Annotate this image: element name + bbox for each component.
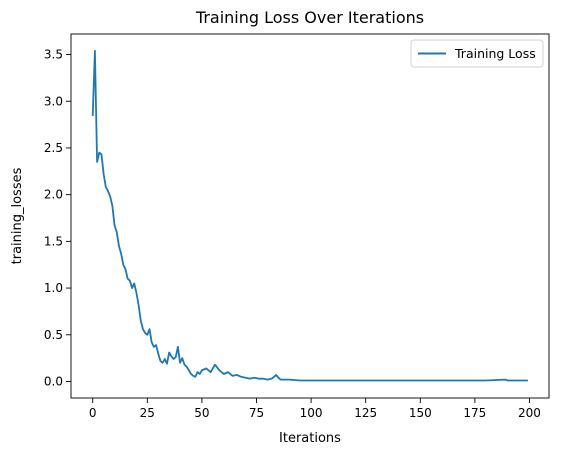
series-line-training-loss <box>91 49 529 382</box>
x-tick-label: 150 <box>409 406 432 420</box>
plot-area <box>70 33 550 399</box>
x-tick-label: 175 <box>463 406 486 420</box>
y-tick-label: 0.0 <box>44 374 63 388</box>
y-tick-label: 0.5 <box>44 328 63 342</box>
series-layer <box>91 49 529 382</box>
x-axis-ticks: 0 25 50 75 100 125 150 175 200 <box>89 398 541 420</box>
y-axis-ticks: 0.0 0.5 1.0 1.5 2.0 2.5 3.0 3.5 <box>44 48 71 388</box>
y-tick-label: 2.0 <box>44 188 63 202</box>
axes-frame <box>70 33 550 399</box>
x-tick-label: 125 <box>354 406 377 420</box>
x-tick-label: 50 <box>194 406 209 420</box>
y-tick-label: 1.0 <box>44 281 63 295</box>
legend-label-training-loss: Training Loss <box>454 46 536 61</box>
y-tick-label: 1.5 <box>44 234 63 248</box>
x-tick-label: 75 <box>249 406 264 420</box>
y-axis-label: training_losses <box>10 167 25 264</box>
x-tick-label: 200 <box>518 406 541 420</box>
x-axis-label: Iterations <box>279 431 341 446</box>
legend: Training Loss <box>410 39 544 68</box>
chart-title: Training Loss Over Iterations <box>195 8 424 27</box>
y-tick-label: 3.0 <box>44 94 63 108</box>
x-tick-label: 100 <box>300 406 323 420</box>
x-tick-label: 0 <box>89 406 97 420</box>
x-tick-label: 25 <box>140 406 155 420</box>
legend-box <box>410 39 544 68</box>
y-tick-label: 3.5 <box>44 48 63 62</box>
y-tick-label: 2.5 <box>44 141 63 155</box>
